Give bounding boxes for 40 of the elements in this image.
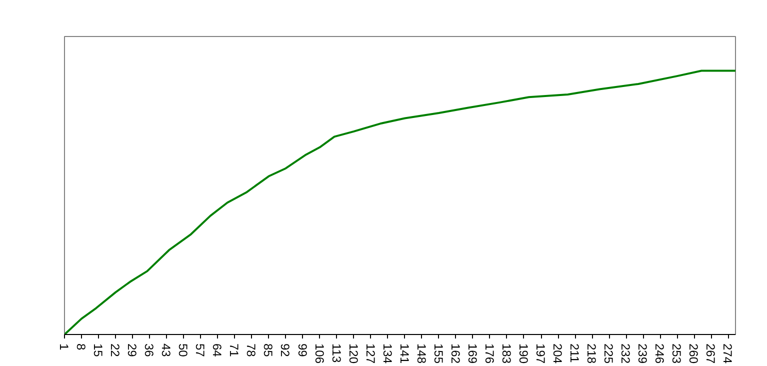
- x-tick-label: 113: [329, 344, 344, 363]
- x-tick-label: 211: [568, 344, 582, 363]
- x-tick-label: 190: [516, 344, 530, 364]
- x-tick-label: 127: [363, 344, 378, 364]
- x-tick-label: 204: [550, 344, 565, 364]
- x-tick-label: 197: [534, 344, 548, 364]
- x-tick-label: 120: [346, 344, 360, 364]
- x-tick-label: 267: [704, 344, 718, 364]
- x-tick-label: 148: [414, 344, 428, 364]
- x-tick-label: 50: [176, 344, 190, 358]
- x-tick-label: 141: [397, 344, 412, 364]
- x-tick-label: 29: [125, 344, 140, 358]
- x-tick-label: 162: [448, 344, 462, 364]
- x-tick-label: 134: [380, 344, 394, 364]
- x-tick-label: 106: [312, 344, 326, 364]
- x-tick-label: 71: [227, 344, 242, 358]
- x-tick-label: 64: [210, 344, 224, 358]
- x-tick-label: 99: [295, 344, 310, 358]
- x-tick-label: 225: [602, 344, 616, 364]
- x-tick-label: 78: [244, 344, 258, 358]
- x-tick-label: 43: [159, 344, 174, 358]
- x-tick-label: 239: [636, 344, 650, 364]
- x-tick-label: 253: [670, 344, 684, 364]
- x-tick-label: 8: [74, 344, 88, 350]
- x-tick-label: 57: [193, 344, 208, 358]
- x-tick-label: 85: [261, 344, 276, 358]
- x-tick-label: 15: [91, 344, 106, 358]
- x-tick-label: 22: [108, 344, 122, 358]
- x-tick-label: 274: [720, 344, 735, 364]
- x-tick-label: 176: [482, 344, 496, 364]
- x-tick-label: 232: [618, 344, 633, 364]
- x-tick-label: 155: [431, 344, 446, 364]
- x-tick-label: 169: [465, 344, 480, 364]
- x-tick-label: 260: [686, 344, 701, 364]
- x-tick-label: 218: [584, 344, 599, 364]
- x-tick-label: 246: [652, 344, 667, 364]
- x-tick-label: 92: [278, 344, 292, 358]
- x-tick-label: 183: [499, 344, 514, 364]
- x-tick-label: 1: [57, 344, 71, 350]
- x-tick-label: 36: [142, 344, 156, 358]
